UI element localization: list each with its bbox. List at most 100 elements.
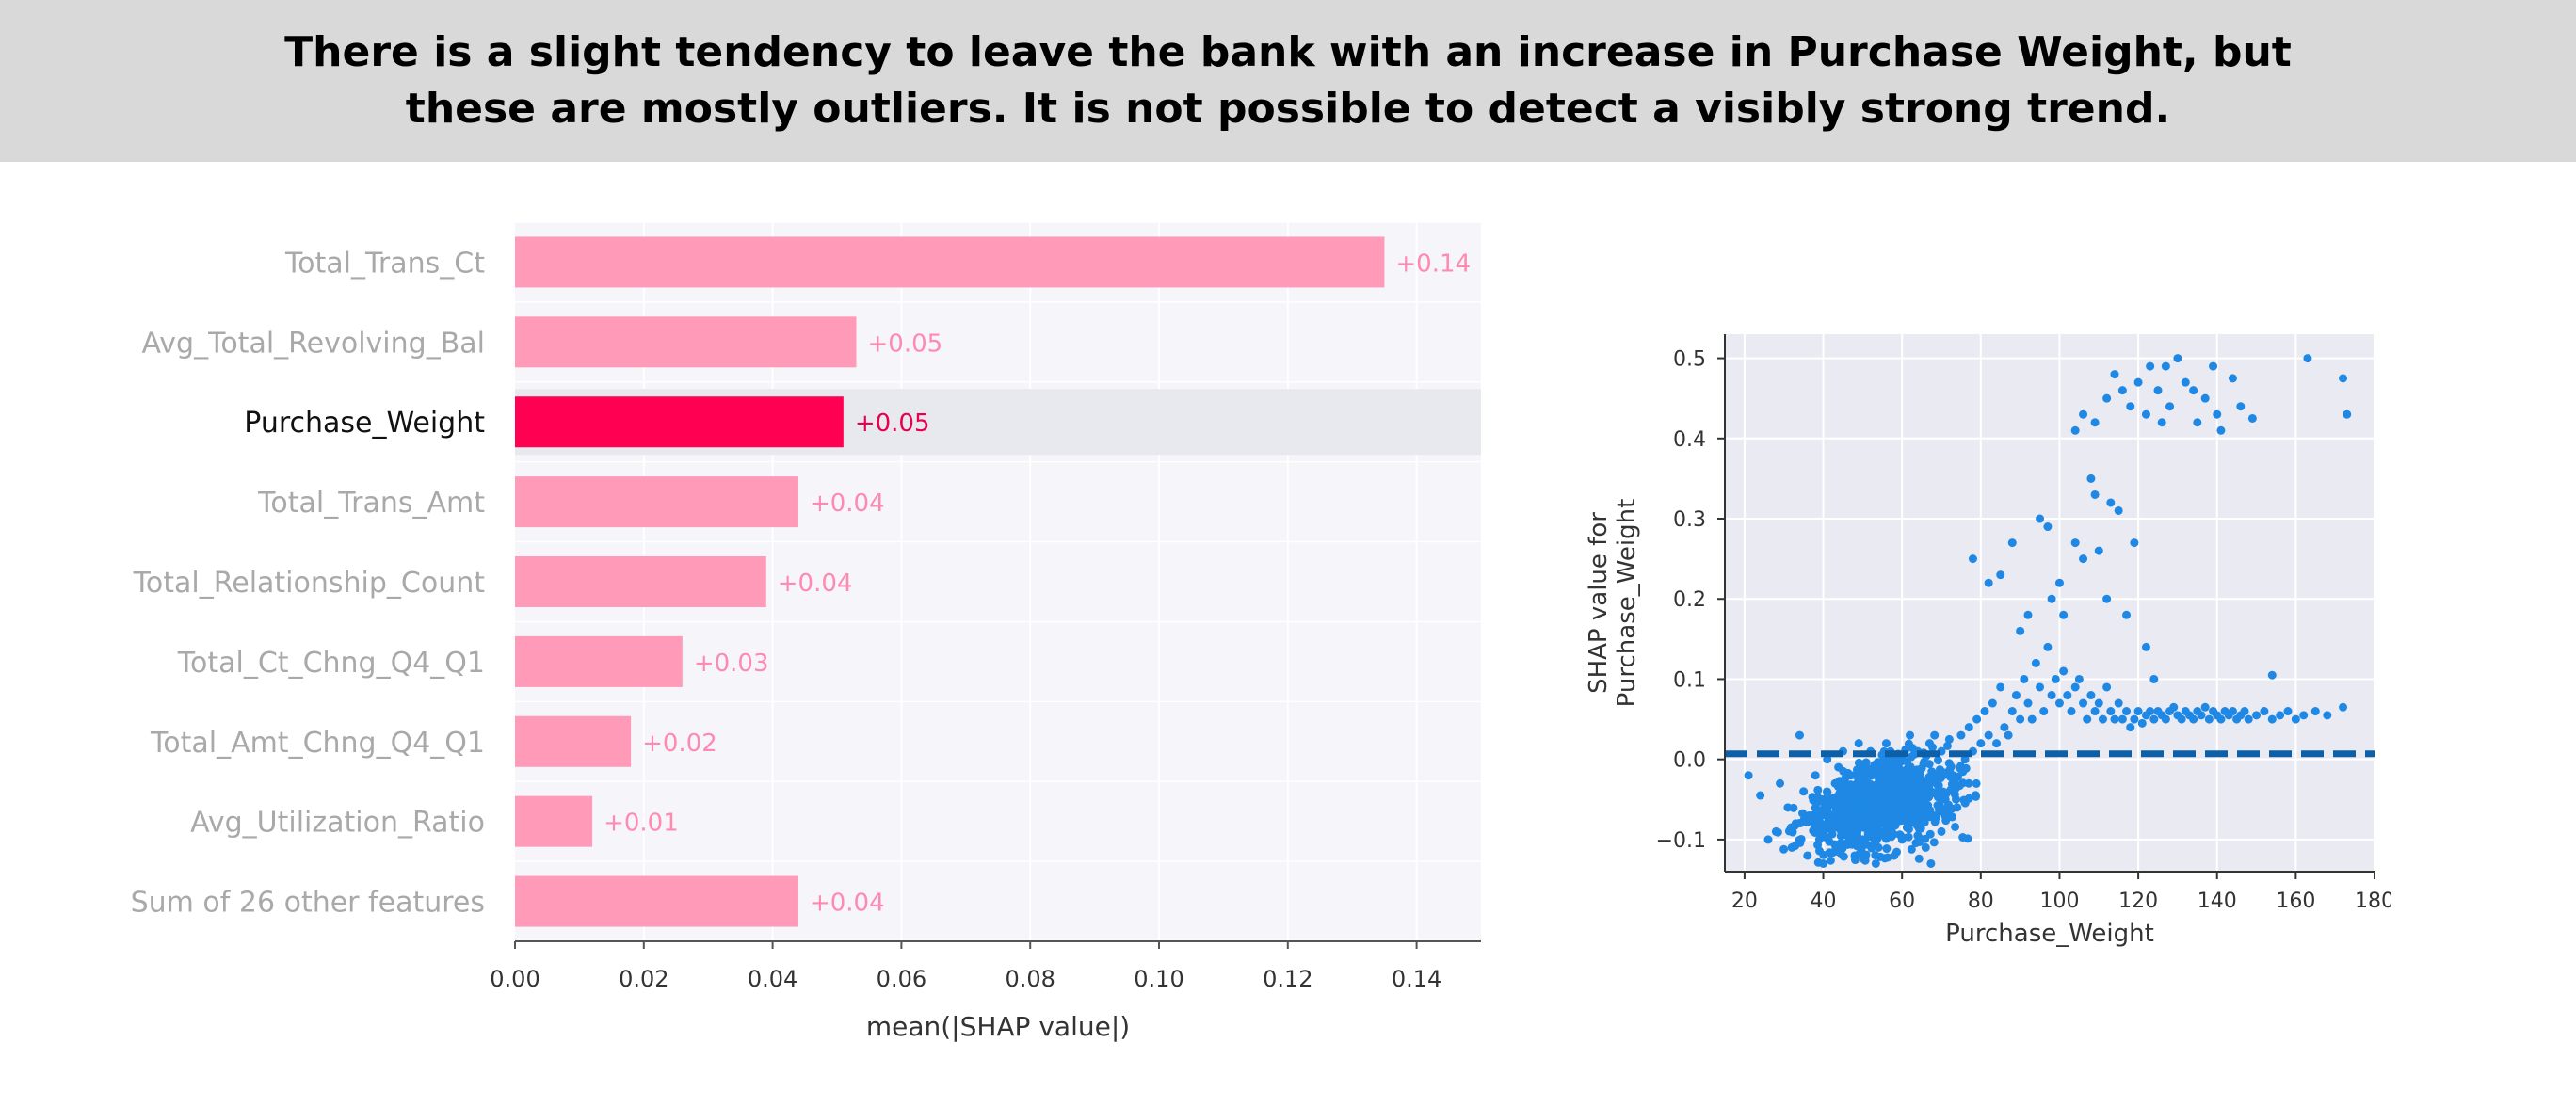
scatter-point <box>1941 816 1951 826</box>
scatter-point <box>1875 802 1884 811</box>
scatter-point <box>1850 785 1860 794</box>
scatter-point <box>1854 739 1863 748</box>
bar-category-label: Avg_Utilization_Ratio <box>190 807 485 840</box>
scatter-point <box>1881 820 1891 829</box>
scatter-point <box>1958 767 1968 777</box>
scatter-point <box>1904 739 1913 748</box>
scatter-point <box>1934 780 1943 790</box>
bar-value-label: +0.14 <box>1395 249 1471 278</box>
scatter-point <box>1860 798 1870 808</box>
scatter-point <box>1944 734 1954 744</box>
scatter-point <box>1822 794 1831 803</box>
scatter-point <box>1932 812 1941 822</box>
scatter-point <box>2122 707 2132 716</box>
scatter-point <box>1837 839 1846 848</box>
bar <box>515 635 683 687</box>
scatter-point <box>1937 826 1946 836</box>
scatter-point <box>2130 714 2139 724</box>
scatter-point <box>2102 393 2112 403</box>
scatter-point <box>1909 749 1919 759</box>
scatter-x-tick-label: 180 <box>2355 890 2391 913</box>
scatter-point <box>1948 812 1957 822</box>
scatter-point <box>1984 578 1993 587</box>
scatter-point <box>2149 714 2159 724</box>
scatter-point <box>1864 823 1874 832</box>
scatter-point <box>2090 418 2100 427</box>
bar-value-label: +0.05 <box>855 409 930 438</box>
scatter-point <box>2165 402 2175 411</box>
scatter-point <box>1916 775 1925 784</box>
scatter-point <box>1872 814 1881 824</box>
bar-category-label: Total_Trans_Ct <box>284 247 485 280</box>
scatter-point <box>2110 370 2119 379</box>
scatter-point <box>1964 723 1973 732</box>
scatter-y-tick-label: 0.1 <box>1673 668 1706 692</box>
scatter-point <box>2023 610 2033 619</box>
scatter-point <box>2267 670 2277 680</box>
scatter-point <box>1848 819 1858 828</box>
scatter-point <box>1946 772 1956 781</box>
scatter-point <box>1863 812 1873 822</box>
scatter-point <box>2149 674 2159 683</box>
scatter-point <box>2244 714 2253 724</box>
bar-value-label: +0.04 <box>778 570 853 598</box>
scatter-point <box>1795 838 1805 847</box>
scatter-y-tick-label: −0.1 <box>1656 829 1706 853</box>
scatter-point <box>1972 778 1981 788</box>
scatter-point <box>1864 806 1874 815</box>
scatter-point <box>2070 425 2080 435</box>
scatter-point <box>1924 812 1934 822</box>
scatter-point <box>1857 814 1866 824</box>
scatter-point <box>1853 831 1862 841</box>
scatter-point <box>1924 773 1934 782</box>
scatter-point <box>2200 393 2210 403</box>
scatter-point <box>2146 707 2155 716</box>
scatter-point <box>2114 698 2123 708</box>
scatter-point <box>2079 409 2088 419</box>
scatter-point <box>1996 682 2005 692</box>
scatter-point <box>1763 835 1773 844</box>
scatter-point <box>1958 778 1968 788</box>
scatter-point <box>1951 822 1960 831</box>
bar <box>515 715 632 767</box>
scatter-point <box>1892 847 1902 857</box>
scatter-point <box>1826 856 1835 865</box>
scatter-point <box>1898 833 1908 842</box>
scatter-point <box>2276 711 2285 720</box>
scatter-point <box>2137 718 2147 728</box>
scatter-y-tick-label: 0.4 <box>1673 428 1706 452</box>
scatter-x-tick-label: 160 <box>2276 890 2315 913</box>
slide-title: There is a slight tendency to leave the … <box>284 28 2292 133</box>
scatter-point <box>1905 804 1914 813</box>
bar-value-label: +0.04 <box>810 489 885 518</box>
scatter-point <box>1821 821 1830 830</box>
scatter-point <box>1928 743 1938 752</box>
scatter-point <box>1810 794 1819 804</box>
bar-x-tick-label: 0.02 <box>619 966 668 992</box>
scatter-y-tick-label: 0.2 <box>1673 588 1706 612</box>
scatter-point <box>2059 666 2069 676</box>
scatter-point <box>2102 682 2112 692</box>
scatter-point <box>1883 853 1892 862</box>
bar <box>515 476 798 528</box>
scatter-point <box>2193 418 2202 427</box>
bar <box>515 316 857 368</box>
scatter-point <box>1881 739 1891 748</box>
scatter-point <box>2299 711 2309 720</box>
scatter-point <box>2228 374 2237 383</box>
scatter-point <box>2283 707 2293 716</box>
scatter-point <box>1873 758 1882 767</box>
scatter-point <box>2079 698 2088 708</box>
scatter-point <box>1756 791 1765 800</box>
scatter-point <box>1984 730 1993 740</box>
scatter-point <box>1942 741 1952 750</box>
scatter-point <box>2102 594 2112 603</box>
scatter-point <box>1908 789 1917 798</box>
scatter-point <box>1906 762 1915 772</box>
scatter-point <box>1820 807 1829 816</box>
scatter-point <box>2023 698 2033 708</box>
scatter-point <box>1871 858 1880 868</box>
scatter-point <box>2098 714 2107 724</box>
scatter-point <box>2216 425 2226 435</box>
scatter-point <box>2117 386 2127 395</box>
